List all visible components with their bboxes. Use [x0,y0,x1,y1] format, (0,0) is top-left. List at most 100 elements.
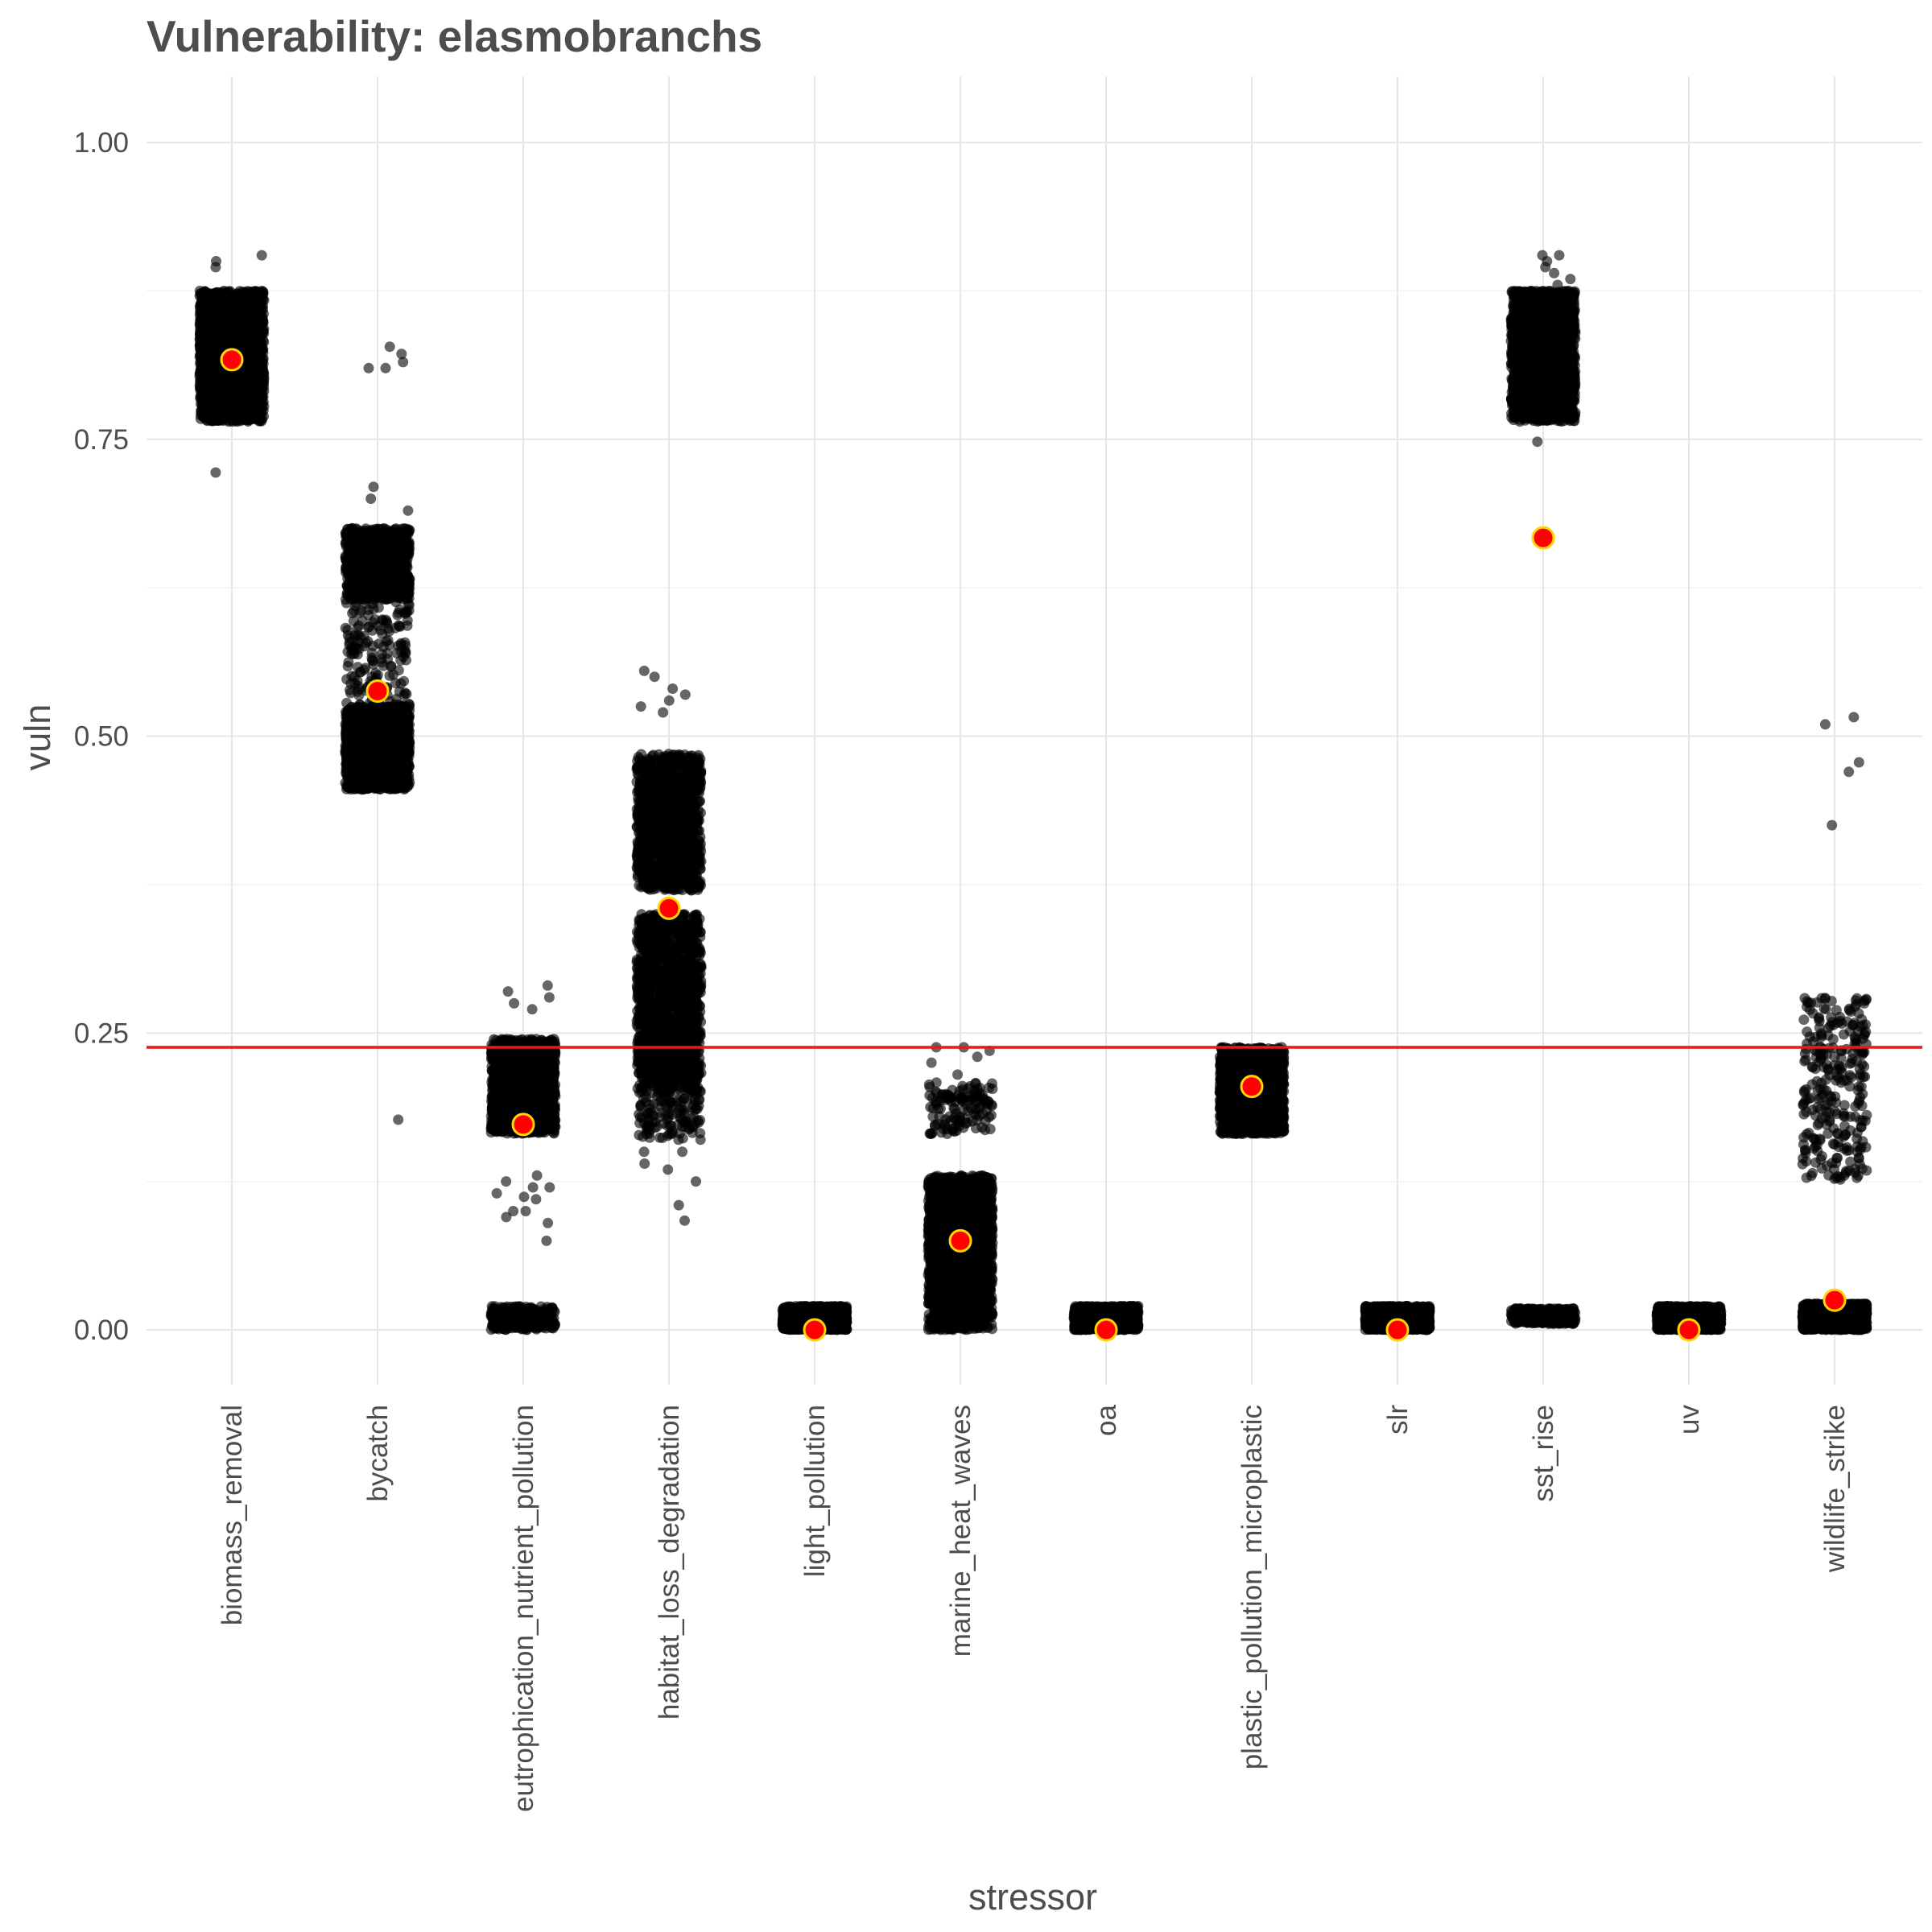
data-point [251,374,262,386]
data-point [382,718,394,729]
data-point [364,738,375,749]
x-tick-label: biomass_removal [217,1405,248,1625]
data-point [341,697,353,708]
data-point [348,753,359,765]
data-point [223,394,234,404]
x-tick-label: plastic_pollution_microplastic [1236,1405,1268,1769]
data-point [399,562,410,573]
data-point [256,250,267,261]
data-point [209,338,221,349]
y-tick-label: 0.50 [74,721,129,753]
data-point [233,400,245,411]
data-point [218,303,229,314]
data-point [361,638,372,649]
y-tick-label: 0.00 [74,1315,129,1346]
data-point [401,688,412,700]
data-point [350,783,361,795]
data-point [345,542,357,552]
chart-title: Vulnerability: elasmobranchs [147,11,762,61]
x-tick-label: sst_rise [1528,1405,1559,1502]
x-tick-label: habitat_loss_degradation [654,1405,685,1719]
grid-layer [147,76,1922,1385]
data-point [348,616,359,626]
data-point [380,362,391,374]
data-point [378,709,390,720]
data-point [211,256,221,266]
data-point [346,707,357,717]
data-point [212,374,223,385]
x-tick-label: wildlife_strike [1819,1405,1851,1573]
data-point [342,556,353,568]
point-group [194,250,270,478]
y-tick-label: 0.75 [74,424,129,456]
x-axis-ticks: biomass_removal bycatch eutrophication_nut… [217,1404,1851,1811]
data-point [209,349,221,359]
data-point [395,678,407,689]
data-point [382,648,393,659]
data-point [195,383,206,394]
data-point [341,589,353,601]
x-tick-label: light_pollution [799,1405,831,1577]
data-point [368,481,379,493]
data-point [393,738,404,749]
data-point [254,361,266,373]
data-point [231,324,242,334]
data-point [204,320,215,332]
data-point [368,658,379,670]
data-point [344,637,355,648]
data-point [222,335,233,346]
data-point [370,770,382,781]
x-tick-label: marine_heat_waves [945,1405,976,1657]
data-point [221,293,232,304]
x-tick-label: eutrophication_nutrient_pollution [508,1405,539,1812]
data-point [384,670,395,681]
data-point [220,325,231,336]
data-point [390,780,401,791]
data-point [396,758,407,770]
data-point [363,609,374,621]
data-point [357,586,369,597]
data-point [209,398,220,409]
data-point [342,661,353,671]
data-point [378,660,389,671]
data-point [393,607,404,618]
data-point [366,540,378,551]
data-point [365,493,377,504]
data-point [402,505,414,516]
data-point [254,296,264,308]
data-point [362,720,374,732]
data-point [247,308,258,320]
data-point [382,623,394,634]
data-point [208,300,220,312]
data-point [202,366,213,378]
data-point [257,314,268,325]
x-tick-label: oa [1091,1404,1122,1435]
data-points-layer [194,250,1872,1335]
data-point [195,327,206,338]
y-axis-ticks: 0.000.250.500.751.00 [74,127,129,1346]
data-point [363,362,374,374]
data-point [345,678,357,689]
x-tick-label: uv [1674,1405,1705,1435]
y-tick-label: 0.25 [74,1018,129,1049]
data-point [401,654,411,666]
data-point [203,291,214,303]
data-point [386,570,398,581]
data-point [342,646,353,658]
data-point [376,750,387,761]
data-point [361,774,372,786]
data-point [240,336,251,348]
data-point [393,1114,404,1125]
data-point [378,528,390,539]
data-point [403,605,415,616]
data-point [396,535,407,547]
data-point [385,766,396,777]
x-tick-label: bycatch [362,1405,394,1502]
data-point [367,625,378,636]
data-point [398,714,409,725]
data-point [210,467,221,478]
data-point [399,646,411,657]
data-point [208,415,220,427]
